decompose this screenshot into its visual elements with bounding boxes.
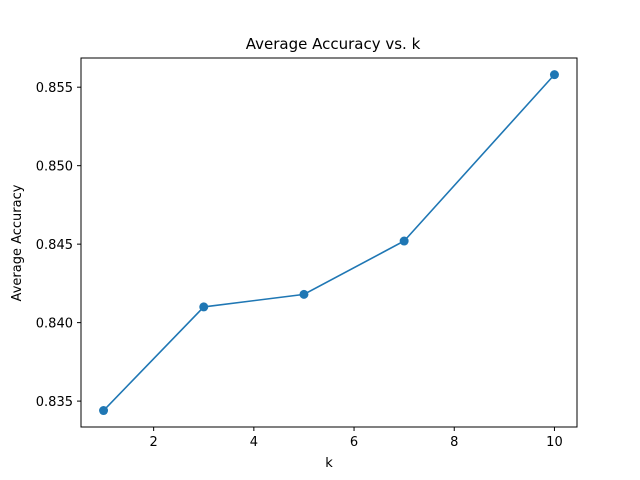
x-tick-label: 10 bbox=[546, 435, 563, 450]
data-point-marker bbox=[199, 302, 209, 312]
y-axis-ticks: 0.835 0.840 0.845 0.850 0.855 bbox=[36, 81, 81, 410]
data-point-marker bbox=[399, 236, 409, 246]
x-tick-label: 2 bbox=[150, 435, 158, 450]
y-tick-label: 0.855 bbox=[36, 81, 73, 96]
series-layer bbox=[99, 70, 559, 416]
chart-title: Average Accuracy vs. k bbox=[246, 35, 421, 53]
data-point-marker bbox=[549, 70, 559, 80]
series-line bbox=[102, 74, 556, 412]
x-axis-ticks: 2 4 6 8 10 bbox=[150, 427, 563, 450]
axes-frame bbox=[80, 57, 578, 428]
x-tick-label: 4 bbox=[250, 435, 258, 450]
data-point-marker bbox=[299, 289, 309, 299]
y-axis-label: Average Accuracy bbox=[10, 184, 25, 301]
y-tick-label: 0.845 bbox=[36, 238, 73, 253]
y-tick-label: 0.840 bbox=[36, 317, 73, 332]
x-axis-label: k bbox=[325, 456, 333, 471]
y-tick-label: 0.850 bbox=[36, 160, 73, 175]
x-tick-label: 6 bbox=[350, 435, 358, 450]
plot-area: 2 4 6 8 10 0.835 0.840 0.845 0.850 0.855 bbox=[36, 57, 578, 450]
data-point-marker bbox=[99, 406, 109, 416]
y-tick-label: 0.835 bbox=[36, 395, 73, 410]
x-tick-label: 8 bbox=[450, 435, 458, 450]
